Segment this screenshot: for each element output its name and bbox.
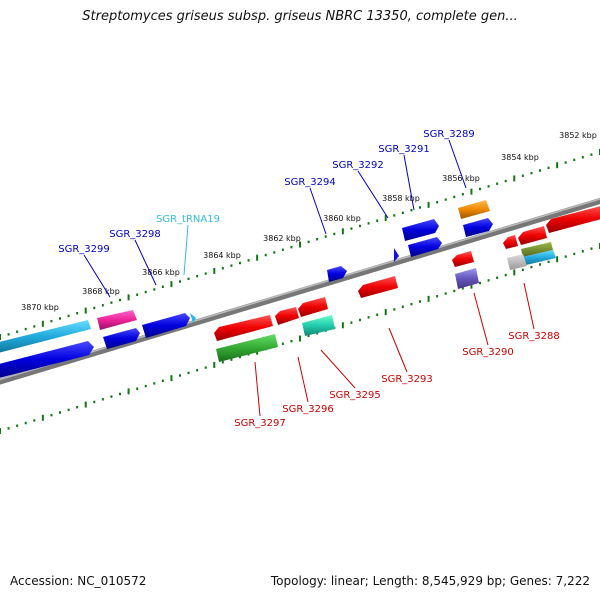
gene-block-blue-3298[interactable] <box>142 313 190 338</box>
gene-label[interactable]: SGR_3289 <box>423 129 475 140</box>
gene-label[interactable]: SGR_3295 <box>329 390 381 401</box>
gene-leader-line <box>403 154 415 211</box>
gene-leader-line <box>473 292 489 346</box>
gene-block-olive-3288[interactable] <box>521 242 553 257</box>
gene-label[interactable]: SGR_3298 <box>109 229 161 240</box>
gene-block-purple-3290[interactable] <box>455 268 479 289</box>
gene-block-red-right[interactable] <box>546 205 600 233</box>
kbp-label: 3864 kbp <box>203 251 241 260</box>
gene-label[interactable]: SGR_tRNA19 <box>156 214 220 225</box>
gene-block-red-3296[interactable] <box>275 307 299 325</box>
gene-block-green-3297[interactable] <box>216 334 278 362</box>
gene-block-red-3288-b[interactable] <box>518 226 547 245</box>
gene-leader-lines <box>83 139 535 417</box>
gene-block-red-3290[interactable] <box>452 251 474 267</box>
gene-label[interactable]: SGR_3291 <box>378 144 430 155</box>
gene-leader-line <box>309 187 327 235</box>
gene-label[interactable]: SGR_3293 <box>381 374 433 385</box>
gene-label[interactable]: SGR_3297 <box>234 418 286 429</box>
gene-block-red-3293[interactable] <box>358 276 398 298</box>
kbp-label: 3868 kbp <box>82 287 120 296</box>
gene-leader-line <box>357 170 389 219</box>
kbp-label: 3858 kbp <box>382 194 420 203</box>
gene-block-red-3297[interactable] <box>214 315 273 341</box>
gene-leader-line <box>254 361 261 417</box>
kbp-label: 3870 kbp <box>21 303 59 312</box>
gene-block-teal-3295[interactable] <box>302 315 335 336</box>
gene-label[interactable]: SGR_3299 <box>58 244 110 255</box>
gene-leader-line <box>297 356 309 403</box>
gene-block-cyan-left[interactable] <box>0 320 91 353</box>
gene-block-blue-3299[interactable] <box>103 328 140 349</box>
gene-block-blue-3291-a[interactable] <box>402 219 439 241</box>
sequence-backbone <box>0 197 600 385</box>
genome-summary-text: Topology: linear; Length: 8,545,929 bp; … <box>270 574 590 588</box>
gene-label[interactable]: SGR_3288 <box>508 331 560 342</box>
kbp-labels: 3852 kbp 3854 kbp 3856 kbp 3858 kbp 3860 kbp… <box>21 131 597 312</box>
gene-features[interactable] <box>0 200 600 378</box>
gene-block-blue-3294[interactable] <box>327 266 347 282</box>
gene-block-red-3295[interactable] <box>298 297 328 317</box>
gene-label[interactable]: SGR_3294 <box>284 177 336 188</box>
kbp-label: 3866 kbp <box>142 268 180 277</box>
gene-leader-line <box>523 282 535 330</box>
kbp-label: 3854 kbp <box>501 153 539 162</box>
gene-labels: SGR_3289 SGR_3291 SGR_3292 SGR_3294 SGR_tRNA… <box>58 129 560 429</box>
trna-marker[interactable] <box>190 313 196 323</box>
gene-leader-line <box>183 224 189 276</box>
map-title: Streptomyces griseus subsp. griseus NBRC… <box>82 9 518 24</box>
gene-leader-line <box>134 239 157 286</box>
gene-block-blue-3291-b[interactable] <box>408 237 442 257</box>
kbp-label: 3856 kbp <box>442 174 480 183</box>
gene-block-blue-3292[interactable] <box>394 248 399 262</box>
gene-leader-line <box>388 327 408 373</box>
gene-leader-line <box>320 349 356 389</box>
gene-leader-line <box>448 139 467 189</box>
kbp-label: 3852 kbp <box>559 131 597 140</box>
kbp-label: 3860 kbp <box>323 214 361 223</box>
gene-leader-line <box>83 254 111 298</box>
forward-tick-track <box>0 149 600 340</box>
gene-block-cyan-3288[interactable] <box>523 250 556 265</box>
sequence-backbone-highlight <box>0 198 600 381</box>
gene-block-magenta[interactable] <box>97 310 137 330</box>
gene-block-blue-3289[interactable] <box>463 218 493 237</box>
gene-label[interactable]: SGR_3290 <box>462 347 514 358</box>
gene-label[interactable]: SGR_3296 <box>282 404 334 415</box>
gene-block-grey-3288[interactable] <box>507 254 527 270</box>
gene-block-blue-left[interactable] <box>0 341 94 378</box>
accession-text: Accession: NC_010572 <box>10 574 147 588</box>
gene-block-red-3288-a[interactable] <box>503 235 518 249</box>
gene-block-orange-3289[interactable] <box>458 200 490 219</box>
kbp-label: 3862 kbp <box>263 234 301 243</box>
gene-label[interactable]: SGR_3292 <box>332 160 384 171</box>
